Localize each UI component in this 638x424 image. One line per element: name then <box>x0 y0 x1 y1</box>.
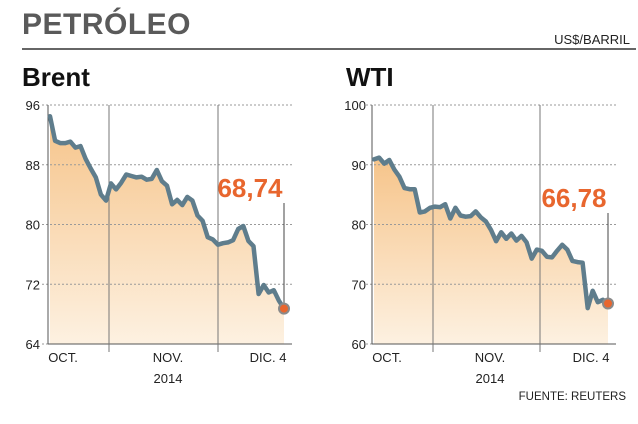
last-point-marker <box>602 297 614 310</box>
last-point-marker <box>278 302 290 315</box>
series-line <box>47 113 287 311</box>
chart-wti: WTI 100 90 80 70 60 66,78 OCT. NOV. 2014 DIC. 4 <box>344 62 616 386</box>
chart-title: WTI <box>346 62 394 92</box>
x-tick-sublabel: 2014 <box>476 371 505 386</box>
header-divider <box>22 48 636 50</box>
x-tick-label: DIC. 4 <box>573 350 610 365</box>
x-tick-label: NOV. <box>153 350 184 365</box>
y-tick-label: 88 <box>26 158 40 173</box>
y-tick-label: 60 <box>352 337 366 352</box>
y-tick-label: 64 <box>26 337 40 352</box>
y-tick-label: 80 <box>352 218 366 233</box>
source-label: FUENTE: REUTERS <box>518 391 626 403</box>
x-tick-label: DIC. 4 <box>250 350 287 365</box>
last-value-label: 68,74 <box>217 173 283 203</box>
x-tick-label: OCT. <box>372 350 402 365</box>
area-fill <box>50 116 284 344</box>
chart-brent: Brent 96 88 80 72 64 68,74 OCT. NOV. 2014 DIC. 4 <box>22 62 292 386</box>
y-tick-label: 96 <box>26 98 40 113</box>
x-tick-label: OCT. <box>48 350 78 365</box>
last-value-label: 66,78 <box>541 183 606 213</box>
page-title: PETRÓLEO <box>22 8 192 41</box>
x-tick-label: NOV. <box>475 350 506 365</box>
chart-title: Brent <box>22 62 90 92</box>
unit-label: US$/BARRIL <box>554 32 630 47</box>
series-line <box>371 155 611 311</box>
y-tick-label: 80 <box>26 218 40 233</box>
x-tick-sublabel: 2014 <box>154 371 183 386</box>
y-tick-label: 70 <box>352 277 366 292</box>
y-tick-label: 90 <box>352 158 366 173</box>
y-tick-label: 100 <box>344 98 366 113</box>
y-tick-label: 72 <box>26 277 40 292</box>
